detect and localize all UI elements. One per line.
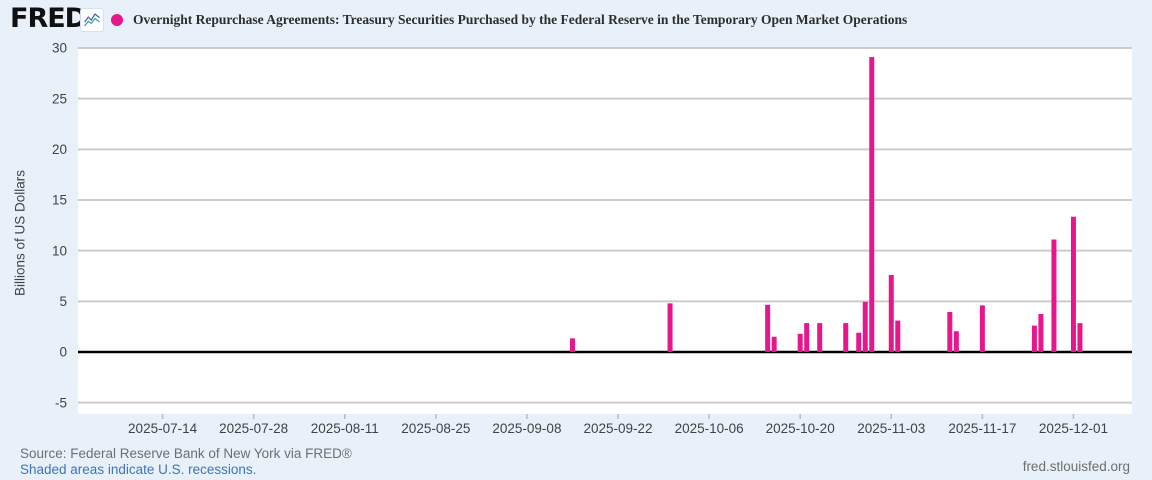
- x-tick-label-2025-10-06: 2025-10-06: [675, 421, 744, 436]
- bar-2025-10-15: [765, 304, 771, 352]
- y-tick-label-25: 25: [52, 91, 67, 106]
- fred-logo-text: FRED: [10, 3, 87, 34]
- bar-2025-11-26: [1038, 314, 1044, 352]
- recession-note-link[interactable]: Shaded areas indicate U.S. recessions.: [20, 462, 257, 477]
- line-chart-icon: [84, 13, 100, 27]
- x-tick-label-2025-09-08: 2025-09-08: [492, 421, 561, 436]
- x-tick-label-2025-12-01: 2025-12-01: [1039, 421, 1108, 436]
- bar-2025-10-27: [843, 323, 849, 352]
- bar-2025-12-01: [1070, 216, 1076, 352]
- bar-2025-12-02: [1077, 323, 1083, 352]
- y-tick-label--5: -5: [55, 395, 67, 410]
- bar-2025-10-21: [804, 323, 810, 352]
- series-legend-dot: [111, 14, 123, 26]
- x-tick-label-2025-07-28: 2025-07-28: [219, 421, 288, 436]
- bar-2025-11-13: [953, 331, 959, 352]
- bar-2025-11-28: [1051, 239, 1057, 352]
- fred-site-link[interactable]: fred.stlouisfed.org: [1022, 459, 1130, 474]
- y-tick-label-20: 20: [52, 142, 67, 157]
- bar-2025-10-30: [862, 301, 868, 352]
- y-tick-label-5: 5: [59, 294, 67, 309]
- x-tick-label-2025-07-14: 2025-07-14: [128, 421, 198, 436]
- y-tick-label-30: 30: [52, 41, 67, 56]
- y-tick-label-15: 15: [52, 193, 67, 208]
- x-tick-label-2025-08-25: 2025-08-25: [401, 421, 470, 436]
- bar-2025-10-31: [869, 57, 875, 353]
- bar-2025-09-30: [667, 303, 673, 352]
- x-tick-label-2025-10-20: 2025-10-20: [766, 421, 835, 436]
- bar-2025-10-29: [856, 332, 862, 352]
- x-tick-label-2025-11-03: 2025-11-03: [857, 421, 925, 436]
- fred-logo-chart-icon: [80, 8, 104, 32]
- y-tick-label-0: 0: [59, 345, 67, 360]
- source-text: Source: Federal Reserve Bank of New York…: [20, 446, 352, 461]
- y-tick-label-10: 10: [52, 243, 67, 258]
- bar-2025-11-04: [895, 320, 901, 352]
- bar-2025-11-17: [979, 305, 985, 352]
- bar-2025-10-20: [797, 333, 803, 352]
- chart-title: Overnight Repurchase Agreements: Treasur…: [133, 12, 908, 27]
- bar-2025-11-12: [947, 311, 953, 352]
- x-tick-label-2025-11-17: 2025-11-17: [948, 421, 1016, 436]
- bar-2025-10-16: [771, 336, 777, 352]
- x-tick-label-2025-08-11: 2025-08-11: [311, 421, 379, 436]
- x-tick-label-2025-09-22: 2025-09-22: [583, 421, 652, 436]
- bar-2025-11-25: [1031, 325, 1037, 352]
- bar-2025-11-03: [888, 274, 894, 352]
- plot-area: [78, 48, 1132, 414]
- bar-2025-09-15: [569, 338, 575, 352]
- bar-2025-10-23: [817, 323, 823, 352]
